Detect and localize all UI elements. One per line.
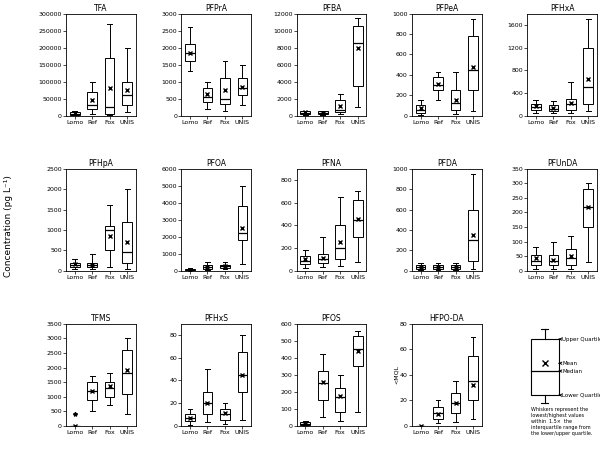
Title: PFNA: PFNA [322,159,341,168]
PathPatch shape [416,106,425,112]
PathPatch shape [220,409,230,420]
PathPatch shape [468,36,478,90]
PathPatch shape [468,209,478,260]
PathPatch shape [468,356,478,400]
Text: Mean: Mean [559,361,577,366]
PathPatch shape [105,382,115,397]
PathPatch shape [185,269,195,270]
Title: PFDA: PFDA [437,159,457,168]
PathPatch shape [88,263,97,267]
PathPatch shape [433,407,443,419]
PathPatch shape [335,226,345,260]
PathPatch shape [566,99,575,110]
PathPatch shape [353,26,362,86]
PathPatch shape [318,371,328,400]
PathPatch shape [220,78,230,104]
PathPatch shape [416,265,425,269]
Title: TFMS: TFMS [91,314,111,323]
PathPatch shape [301,422,310,425]
PathPatch shape [353,336,362,366]
PathPatch shape [583,189,593,227]
PathPatch shape [220,265,230,268]
PathPatch shape [451,393,460,413]
Title: PFHxS: PFHxS [204,314,228,323]
PathPatch shape [203,392,212,414]
Text: Concentration (pg L⁻¹): Concentration (pg L⁻¹) [4,176,14,277]
PathPatch shape [548,255,558,265]
PathPatch shape [335,100,345,112]
Title: PFPeA: PFPeA [435,4,458,13]
Title: PFHpA: PFHpA [88,159,113,168]
PathPatch shape [203,88,212,102]
Text: Median: Median [559,369,582,374]
Title: PFHxA: PFHxA [550,4,574,13]
PathPatch shape [318,111,328,114]
PathPatch shape [88,382,97,400]
PathPatch shape [531,255,541,265]
PathPatch shape [238,78,247,95]
PathPatch shape [238,206,247,240]
Y-axis label: <MQL: <MQL [394,365,398,384]
PathPatch shape [451,265,460,269]
Text: Lower Quartile: Lower Quartile [559,393,600,398]
PathPatch shape [335,388,345,412]
PathPatch shape [105,58,115,114]
Title: PFUnDA: PFUnDA [547,159,577,168]
PathPatch shape [70,112,80,115]
PathPatch shape [566,249,575,265]
Title: PFPrA: PFPrA [205,4,227,13]
PathPatch shape [122,350,132,394]
PathPatch shape [122,82,132,106]
PathPatch shape [353,200,362,237]
PathPatch shape [185,414,195,421]
PathPatch shape [583,48,593,104]
Title: PFOA: PFOA [206,159,226,168]
PathPatch shape [548,106,558,111]
PathPatch shape [301,111,310,114]
Bar [530,339,559,395]
PathPatch shape [105,226,115,251]
PathPatch shape [531,104,541,110]
PathPatch shape [433,265,443,269]
Title: TFA: TFA [94,4,107,13]
Text: Whiskers represent the
lowest/highest values
within  1.5×  the
interquartile ran: Whiskers represent the lowest/highest va… [530,407,592,436]
Title: PFBA: PFBA [322,4,341,13]
PathPatch shape [185,44,195,61]
PathPatch shape [203,265,212,269]
PathPatch shape [238,352,247,392]
PathPatch shape [433,77,443,90]
PathPatch shape [451,90,460,110]
PathPatch shape [122,222,132,263]
Title: PFOS: PFOS [322,314,341,323]
PathPatch shape [88,92,97,109]
Text: Upper Quartile: Upper Quartile [559,337,600,342]
Title: HFPO-DA: HFPO-DA [430,314,464,323]
PathPatch shape [70,263,80,267]
PathPatch shape [301,256,310,264]
PathPatch shape [318,254,328,263]
